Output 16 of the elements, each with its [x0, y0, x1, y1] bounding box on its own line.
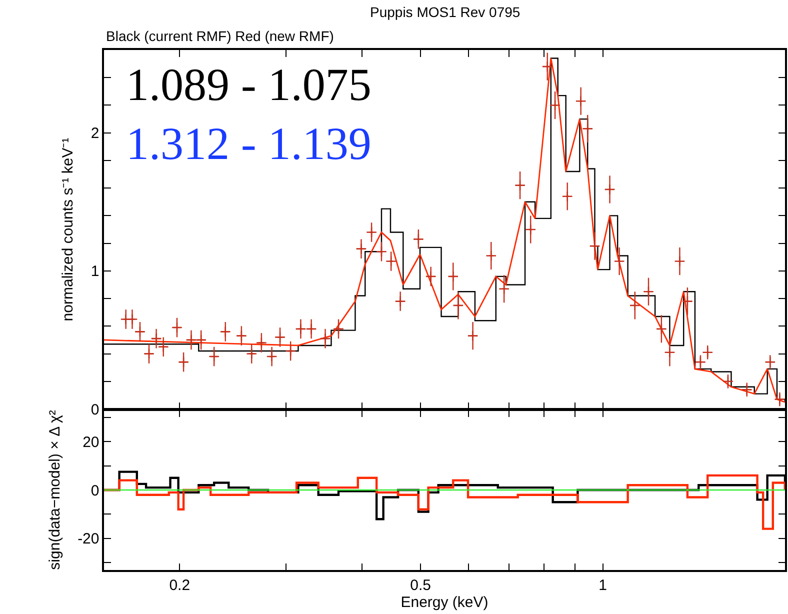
chart-title: Puppis MOS1 Rev 0795 — [370, 4, 520, 20]
x-axis-title: Energy (keV) — [400, 594, 488, 611]
y-tick-label: 1 — [90, 263, 100, 280]
y-tick-label: 0 — [90, 401, 100, 418]
y-tick-label: 0 — [90, 482, 100, 500]
x-tick-label: 0.2 — [169, 576, 190, 594]
y-tick-label: 20 — [82, 434, 100, 451]
y-tick-label: -20 — [78, 530, 100, 548]
y-tick-label: 2 — [90, 125, 100, 142]
annotation: 1.312 - 1.139 — [126, 118, 372, 169]
x-tick-label: 0.5 — [410, 576, 431, 594]
annotation: 1.089 - 1.075 — [126, 59, 372, 110]
y-axis-title: normalized counts s⁻¹ keV⁻¹ — [60, 138, 77, 322]
x-tick-label: 1 — [598, 576, 607, 594]
y-axis-title: sign(data−model) × Δ χ² — [46, 410, 64, 570]
chart-subtitle: Black (current RMF) Red (new RMF) — [106, 28, 334, 44]
